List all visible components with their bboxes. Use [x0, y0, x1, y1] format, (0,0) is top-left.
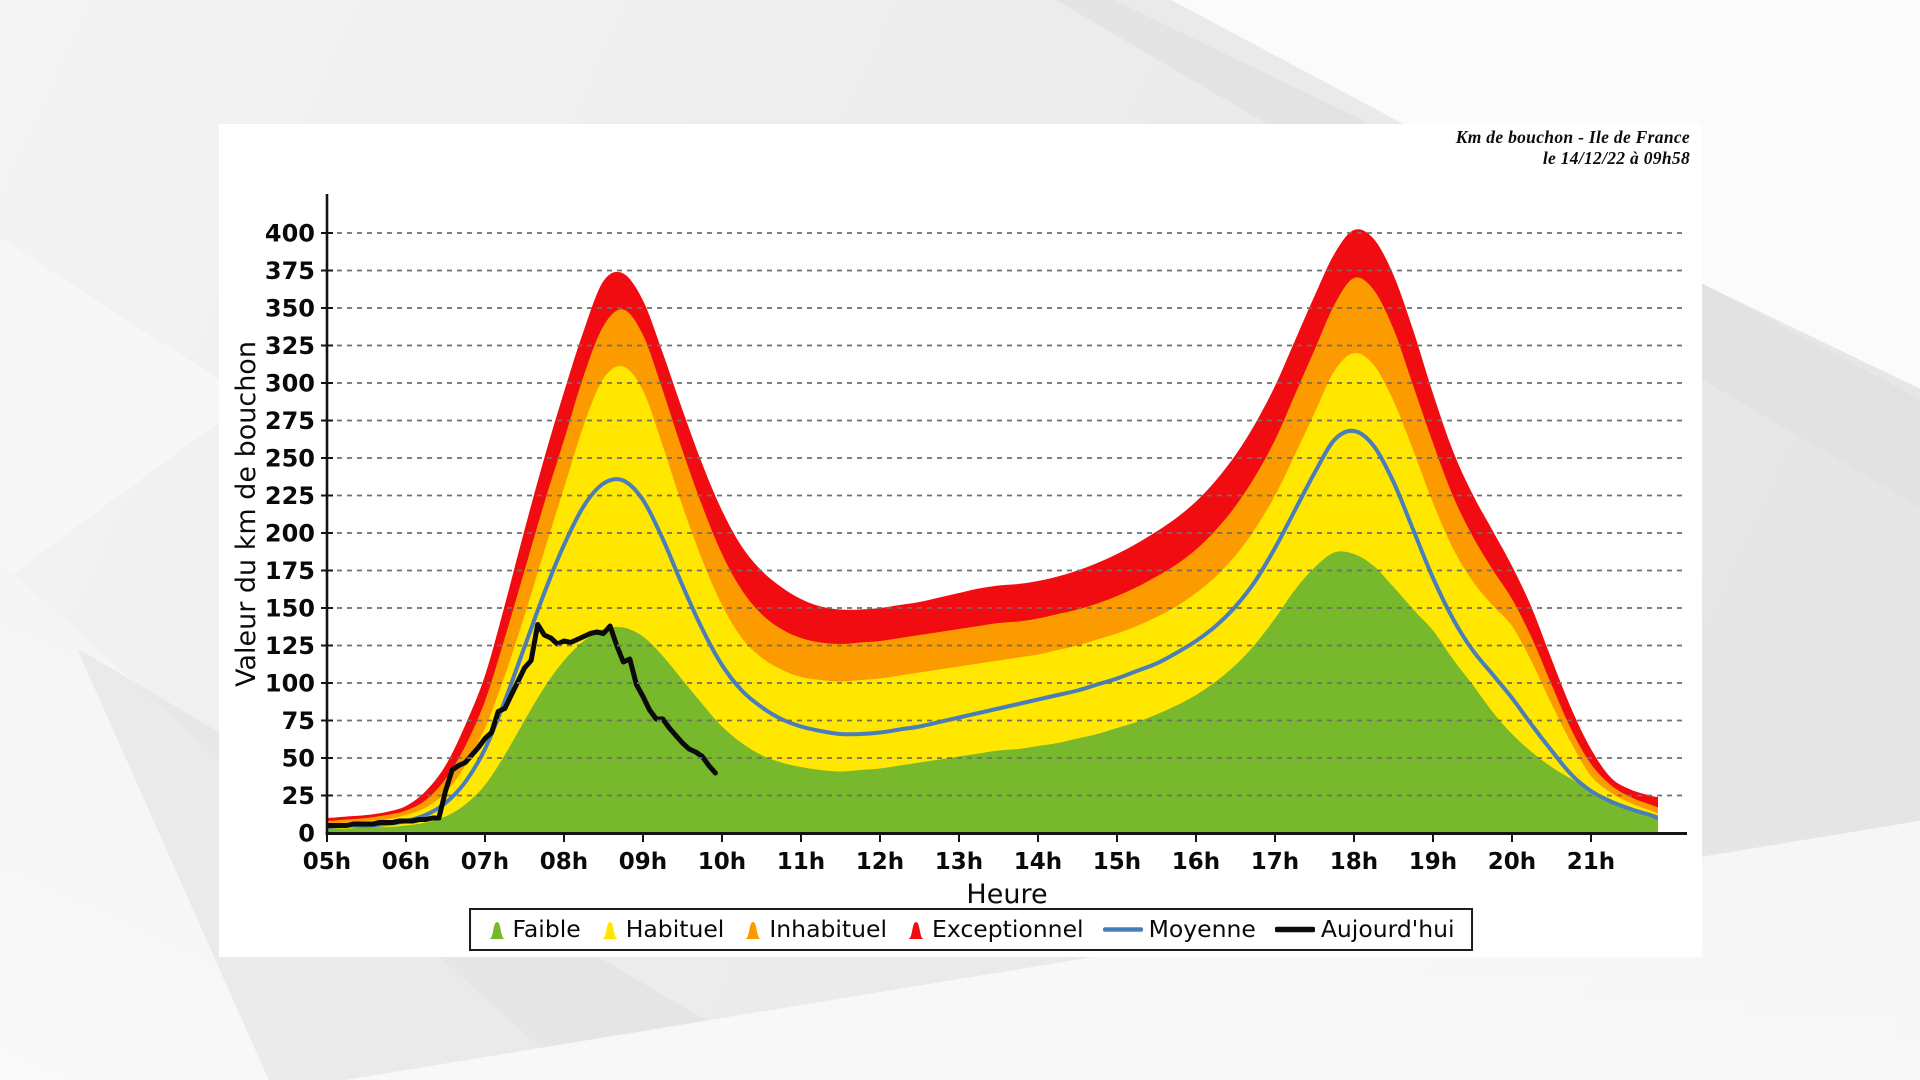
x-tick-label-05h: 05h — [303, 849, 351, 875]
x-tick-label-11h: 11h — [777, 849, 825, 875]
legend-item-inhabituel: Inhabituel — [743, 915, 887, 943]
y-tick-label-275: 275 — [265, 407, 315, 435]
band-faible — [327, 551, 1658, 833]
x-tick-label-09h: 09h — [619, 849, 667, 875]
line-aujourdhui — [327, 622, 718, 828]
legend-label: Faible — [512, 915, 581, 943]
x-tick-label-15h: 15h — [1093, 849, 1141, 875]
x-tick-label-18h: 18h — [1330, 849, 1378, 875]
legend-label: Moyenne — [1148, 915, 1256, 943]
chart-panel: Km de bouchon - Ile de France le 14/12/2… — [219, 124, 1702, 957]
legend-item-exceptionnel: Exceptionnel — [906, 915, 1084, 943]
y-tick-label-250: 250 — [265, 445, 315, 473]
legend-label: Inhabituel — [769, 915, 888, 943]
x-tick-label-06h: 06h — [382, 849, 430, 875]
axes-layer: 0 25 50 75 100 125 150 175 200 225 250 275 300 325 350… — [265, 194, 1687, 875]
x-tick-label-07h: 07h — [461, 849, 509, 875]
x-tick-label-21h: 21h — [1567, 849, 1615, 875]
legend-label: Habituel — [625, 915, 725, 943]
legend-marker-bell-icon — [488, 921, 505, 939]
y-tick-label-75: 75 — [282, 707, 315, 735]
x-tick-label-10h: 10h — [698, 849, 746, 875]
y-tick-label-375: 375 — [265, 257, 315, 285]
y-tick-label-100: 100 — [265, 670, 315, 698]
plot-area — [327, 229, 1658, 833]
legend-item-aujourdhui: Aujourd'hui — [1274, 915, 1455, 943]
x-tick-label-12h: 12h — [856, 849, 904, 875]
y-tick-label-150: 150 — [265, 595, 315, 623]
x-tick-label-14h: 14h — [1014, 849, 1062, 875]
x-axis-title: Heure — [966, 879, 1047, 910]
x-tick-label-19h: 19h — [1409, 849, 1457, 875]
y-tick-label-0: 0 — [298, 820, 315, 848]
y-tick-label-125: 125 — [265, 632, 315, 660]
x-tick-label-17h: 17h — [1251, 849, 1299, 875]
y-tick-label-50: 50 — [282, 745, 315, 773]
y-tick-label-350: 350 — [265, 295, 315, 323]
x-tick-label-13h: 13h — [935, 849, 983, 875]
y-tick-label-300: 300 — [265, 370, 315, 398]
legend-label: Exceptionnel — [932, 915, 1084, 943]
legend-item-moyenne: Moyenne — [1102, 915, 1256, 943]
y-tick-label-225: 225 — [265, 482, 315, 510]
x-tick-label-20h: 20h — [1488, 849, 1536, 875]
y-tick-label-175: 175 — [265, 557, 315, 585]
legend-item-habituel: Habituel — [600, 915, 725, 943]
y-tick-label-25: 25 — [282, 782, 315, 810]
legend-marker-bell-icon — [745, 921, 762, 939]
traffic-chart: Heure Valeur du km de bouchon 0 25 50 75 100… — [231, 194, 1687, 910]
chart-title: Km de bouchon - Ile de France le 14/12/2… — [1456, 127, 1690, 169]
legend-marker-bell-icon — [601, 921, 618, 939]
chart-title-line2: le 14/12/22 à 09h58 — [1542, 148, 1690, 168]
legend-marker-bell-icon — [908, 921, 925, 939]
y-tick-label-400: 400 — [265, 220, 315, 248]
legend-marker-line-icon — [1274, 926, 1315, 933]
line-moyenne — [327, 428, 1658, 830]
legend-label: Aujourd'hui — [1320, 915, 1455, 943]
legend-marker-line-icon — [1102, 927, 1143, 932]
chart-title-line1: Km de bouchon - Ile de France — [1455, 127, 1690, 147]
legend: Faible Habituel Inhabituel Exceptionnel Moye… — [468, 908, 1473, 951]
x-tick-label-08h: 08h — [540, 849, 588, 875]
y-tick-label-200: 200 — [265, 520, 315, 548]
legend-item-faible: Faible — [487, 915, 581, 943]
y-axis-title: Valeur du km de bouchon — [231, 341, 262, 687]
x-tick-label-16h: 16h — [1172, 849, 1220, 875]
y-tick-label-325: 325 — [265, 332, 315, 360]
